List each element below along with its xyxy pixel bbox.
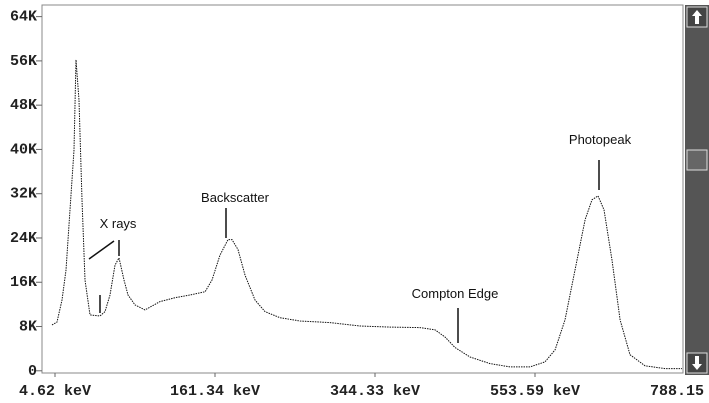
x-tick-label: 553.59 keV (490, 383, 580, 400)
xray-pointer (88, 240, 115, 260)
y-tick-label: 32K (10, 186, 37, 203)
y-tick-label: 40K (10, 141, 37, 158)
y-tick-label: 8K (19, 318, 37, 335)
annotation: Photopeak (569, 132, 632, 147)
scroll-track[interactable] (685, 5, 709, 375)
annotation: Backscatter (201, 190, 270, 205)
arrow-icon (692, 10, 702, 24)
scrollbar[interactable] (685, 5, 709, 375)
plot-area (41, 4, 684, 374)
x-tick-label: 161.34 keV (170, 383, 260, 400)
y-tick-label: 56K (10, 53, 37, 70)
y-tick-label: 24K (10, 230, 37, 247)
x-tick-label: 4.62 keV (19, 383, 91, 400)
y-tick-label: 16K (10, 274, 37, 291)
arrow-icon (692, 356, 702, 370)
x-tick-label: 788.15 keV (650, 383, 709, 400)
annotation: Compton Edge (412, 286, 499, 301)
y-tick-label: 64K (10, 9, 37, 26)
scroll-thumb[interactable] (686, 149, 708, 171)
annotation-lines (88, 160, 600, 343)
y-tick-label: 48K (10, 97, 37, 114)
annotation: X rays (100, 216, 137, 231)
y-tick-label: 0 (28, 363, 37, 380)
spectrum-line (51, 59, 682, 370)
x-tick-label: 344.33 keV (330, 383, 420, 400)
